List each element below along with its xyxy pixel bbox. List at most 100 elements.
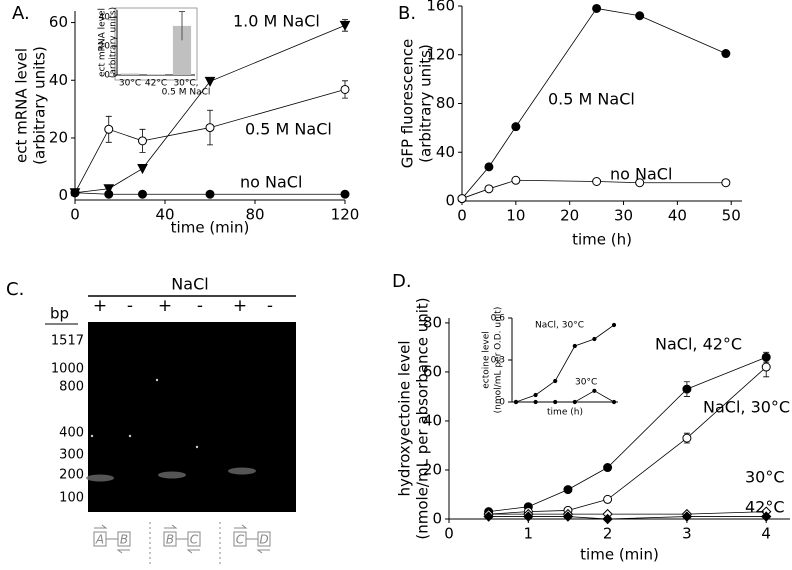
series-line bbox=[488, 366, 767, 515]
y-axis-label: ect mRNA level bbox=[13, 48, 31, 163]
y-axis-label: ect mRNA level bbox=[98, 8, 108, 77]
gel-speck bbox=[155, 378, 159, 382]
gel-speck bbox=[90, 434, 94, 438]
y-tick-label: 20 bbox=[49, 128, 68, 146]
y-axis-label: GFP fluorescence bbox=[399, 39, 417, 169]
y-tick-label: 0 bbox=[445, 192, 455, 210]
x-axis-label: time (h) bbox=[572, 231, 632, 249]
series-label: 0.5 M NaCl bbox=[245, 120, 332, 139]
point bbox=[70, 188, 80, 198]
point bbox=[761, 511, 772, 522]
y-tick-label: 0 bbox=[432, 510, 442, 528]
point bbox=[204, 76, 216, 87]
point bbox=[511, 175, 521, 185]
point bbox=[682, 433, 692, 443]
x-axis-label: time (h) bbox=[547, 408, 583, 418]
marker-label: 800 bbox=[59, 380, 84, 395]
y-tick-label: 0 bbox=[499, 398, 505, 408]
gene-label: B bbox=[120, 533, 128, 547]
x-tick-label: 2 bbox=[603, 525, 613, 543]
panel-label: D. bbox=[392, 271, 412, 292]
point bbox=[483, 511, 494, 522]
size-unit: bp bbox=[50, 305, 69, 323]
point bbox=[484, 184, 494, 194]
series-line bbox=[461, 8, 727, 199]
primer-arrow bbox=[164, 524, 178, 529]
gene-label: D bbox=[259, 533, 268, 547]
series-line bbox=[488, 516, 767, 520]
point bbox=[761, 362, 771, 372]
gene-label: C bbox=[236, 533, 245, 547]
point bbox=[721, 49, 731, 59]
series-line bbox=[488, 511, 767, 515]
point bbox=[603, 494, 613, 504]
y-tick-label: 0.6 bbox=[491, 314, 506, 324]
y-axis-label: (arbitrary units) bbox=[31, 46, 49, 165]
point bbox=[138, 189, 147, 199]
series-label: no NaCl bbox=[240, 173, 302, 192]
point bbox=[563, 485, 573, 495]
gel-band bbox=[158, 471, 186, 479]
x-tick-label: 3 bbox=[682, 525, 692, 543]
y-tick-label: 40 bbox=[99, 13, 111, 23]
series-label: 42°C bbox=[745, 498, 785, 517]
point bbox=[681, 511, 693, 522]
x-tick-label: 42°C bbox=[145, 79, 167, 89]
x-tick-label: 0 bbox=[70, 206, 80, 224]
primer-arrow bbox=[234, 524, 248, 529]
series-label: 30°C bbox=[575, 378, 597, 388]
panel-label: A. bbox=[12, 3, 30, 24]
y-tick-label: 80 bbox=[423, 313, 442, 331]
series-label: NaCl, 30°C bbox=[703, 398, 790, 417]
series-line bbox=[515, 324, 615, 403]
point bbox=[553, 399, 558, 405]
y-tick-label: 20 bbox=[423, 460, 442, 478]
series-label: NaCl, 42°C bbox=[655, 335, 742, 354]
primer-arrow bbox=[186, 549, 200, 554]
x-tick-label: 10 bbox=[506, 207, 525, 225]
gene-label: B bbox=[166, 533, 174, 547]
point bbox=[602, 513, 613, 525]
lane-label: - bbox=[267, 296, 273, 316]
point bbox=[592, 177, 602, 186]
point bbox=[635, 11, 645, 21]
y-tick-label: 20 bbox=[99, 42, 111, 52]
primer-arrow bbox=[116, 549, 130, 554]
point bbox=[592, 388, 597, 393]
point bbox=[562, 511, 574, 522]
y-tick-label: 40 bbox=[49, 71, 68, 89]
point bbox=[635, 178, 645, 188]
series-label: 30°C bbox=[745, 468, 785, 487]
x-tick-label: 0 bbox=[457, 207, 467, 225]
point bbox=[592, 336, 597, 342]
point bbox=[721, 178, 731, 188]
x-tick-label: 30°C bbox=[119, 79, 141, 89]
marker-label: 1000 bbox=[51, 362, 84, 377]
point bbox=[572, 399, 577, 405]
x-tick-label: 20 bbox=[560, 207, 579, 225]
point bbox=[137, 164, 148, 175]
x-axis-label: time (min) bbox=[171, 219, 250, 237]
y-tick-label: 40 bbox=[436, 143, 455, 161]
gel-speck bbox=[128, 434, 132, 438]
marker-label: 300 bbox=[59, 448, 84, 463]
bar bbox=[172, 25, 192, 75]
lane-label: + bbox=[233, 296, 247, 316]
bar bbox=[120, 73, 140, 75]
point bbox=[138, 136, 147, 146]
x-tick-label: 0.5 M NaCl bbox=[162, 88, 211, 98]
x-tick-label: 30 bbox=[614, 207, 633, 225]
point bbox=[511, 122, 521, 132]
point bbox=[104, 124, 114, 134]
point bbox=[611, 399, 617, 405]
point bbox=[484, 162, 494, 172]
y-tick-label: 160 bbox=[426, 0, 455, 15]
point bbox=[572, 343, 577, 349]
series-label: NaCl, 30°C bbox=[535, 321, 584, 331]
series-line bbox=[516, 390, 615, 403]
y-tick-label: 60 bbox=[49, 13, 68, 31]
point bbox=[340, 189, 350, 199]
x-axis-label: time (min) bbox=[580, 546, 659, 564]
y-tick-label: 80 bbox=[436, 94, 455, 112]
